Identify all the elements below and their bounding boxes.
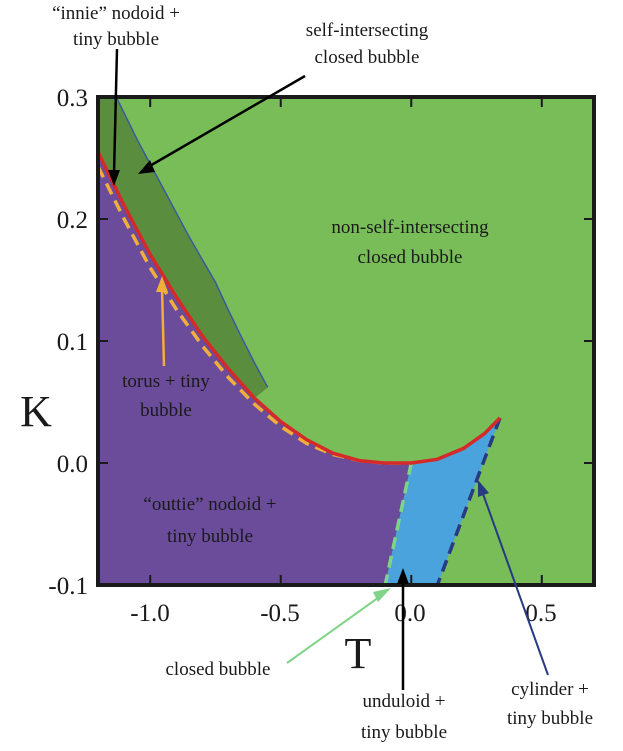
innie-nodoid-label-line-1: “innie” nodoid + (52, 3, 180, 24)
outtie-nodoid-label-line-2: tiny bubble (167, 526, 253, 547)
cylinder-label-line-2: tiny bubble (507, 708, 593, 729)
innie-nodoid-label-line-2: tiny bubble (73, 29, 159, 50)
unduloid-label-line-2: tiny bubble (361, 722, 447, 743)
y-tick-label-0.2: 0.2 (57, 207, 88, 234)
y-tick-label-minus-0.1: -0.1 (48, 573, 88, 600)
self-intersecting-label-line-1: self-intersecting (306, 20, 429, 41)
x-tick-label-minus-1.0: -1.0 (130, 600, 170, 627)
y-tick-label-0.3: 0.3 (57, 85, 88, 112)
unduloid-label-line-1: unduloid + (362, 691, 445, 712)
y-axis-title: K (20, 387, 52, 436)
y-tick-label-0.0: 0.0 (57, 451, 88, 478)
x-tick-label-minus-0.5: -0.5 (260, 600, 300, 627)
outtie-nodoid-label-line-1: “outtie” nodoid + (143, 494, 276, 515)
y-tick-label-0.1: 0.1 (57, 329, 88, 356)
self-intersecting-label-line-2: closed bubble (314, 47, 419, 68)
closed-bubble-label: closed bubble (165, 659, 270, 680)
torus-label-line-1: torus + tiny (122, 371, 210, 392)
x-axis-title: T (345, 629, 372, 678)
cylinder-label-line-1: cylinder + (511, 679, 589, 700)
torus-label-line-2: bubble (140, 400, 192, 421)
non-self-intersecting-label-line-1: non-self-intersecting (331, 217, 489, 238)
non-self-intersecting-label-line-2: closed bubble (357, 247, 462, 268)
x-tick-label-0.0: 0.0 (394, 600, 425, 627)
